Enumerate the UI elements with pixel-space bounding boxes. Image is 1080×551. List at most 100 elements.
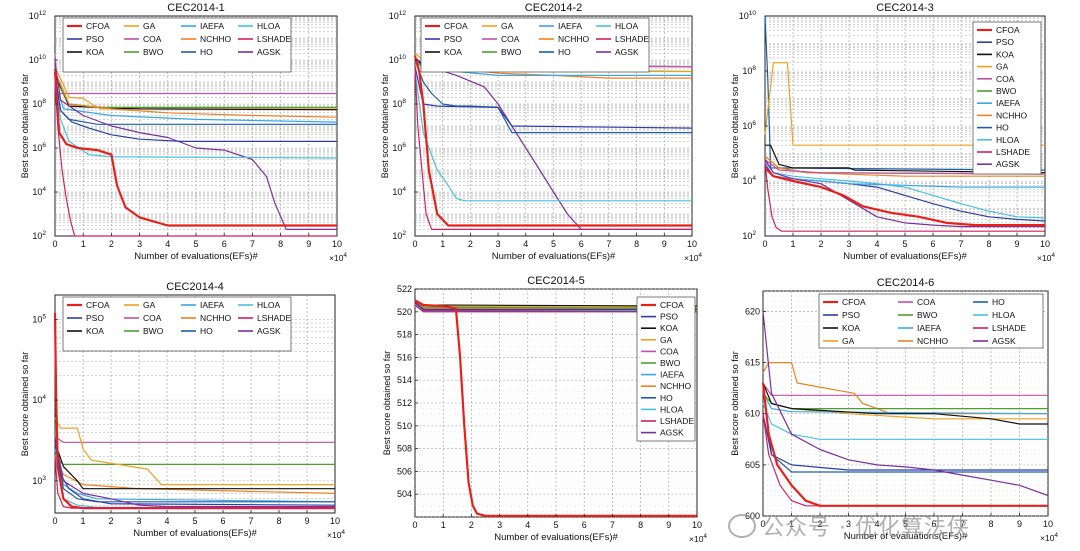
- y-tick-label: 1010: [389, 54, 407, 65]
- legend-label-nchho: NCHHO: [917, 336, 949, 346]
- legend-label-bwo: BWO: [660, 358, 681, 368]
- series-line-lshade: [764, 161, 1045, 232]
- legend: CFOA COA HO PSO BWO HLOA KOA IAEFA LSHADE GA NCHHO…: [818, 293, 1044, 349]
- legend-label-hloa: HLOA: [615, 21, 638, 31]
- y-axis-label: Best score obtained so far: [20, 74, 30, 179]
- legend-label-iaefa: IAEFA: [996, 98, 1020, 108]
- chart-cec2014-4: CEC2014-4 0 1 2 3 4 5 6 7 8 9 10 Number of evaluatio…: [20, 281, 345, 540]
- y-tick-exp: 12: [39, 10, 47, 17]
- series-line-nchho: [54, 71, 338, 118]
- x-tick-label: 9: [1014, 239, 1019, 249]
- y-tick-label: 600: [745, 511, 760, 521]
- x-tick-label: 5: [193, 239, 198, 249]
- y-tick-label: 108: [392, 98, 406, 109]
- series-line-cfoa: [414, 299, 697, 517]
- y-tick-label: 102: [32, 230, 46, 241]
- series-line-koa: [765, 144, 1046, 174]
- legend-box: [62, 17, 292, 73]
- x-tick-label: 7: [958, 239, 963, 249]
- series-group: [764, 15, 1046, 232]
- legend-label-iaefa: IAEFA: [917, 323, 941, 333]
- x-tick-label: 7: [960, 519, 965, 529]
- x-tick-label: 7: [606, 239, 611, 249]
- y-axis-label: Best score obtained so far: [730, 74, 740, 179]
- series-line-agsk: [54, 62, 337, 230]
- x-tick-label: 4: [165, 239, 170, 249]
- series-line-nchho: [764, 155, 1045, 177]
- x-tick-label: 8: [986, 239, 991, 249]
- legend-label-bwo: BWO: [143, 326, 164, 336]
- x-multiplier: ×104: [327, 529, 345, 540]
- y-axis-label: Best score obtained so far: [382, 351, 392, 456]
- y-axis-label: Best score obtained so far: [20, 352, 30, 457]
- y-tick-label: 106: [392, 142, 406, 153]
- x-tick-label: 2: [817, 519, 822, 529]
- x-tick-label: 6: [220, 516, 225, 526]
- x-tick-label: 7: [248, 516, 253, 526]
- x-tick-label: 9: [662, 239, 667, 249]
- legend-label-nchho: NCHHO: [996, 110, 1028, 120]
- legend-label-pso: PSO: [660, 312, 678, 322]
- x-tick-label: 4: [525, 520, 530, 530]
- y-tick-label: 605: [745, 460, 760, 470]
- x-axis-label: Number of evaluations(EFs)#: [133, 528, 257, 539]
- legend-box: [62, 296, 292, 352]
- legend-label-pso: PSO: [86, 34, 104, 44]
- x-tick-label: 7: [250, 239, 255, 249]
- legend-label-ga: GA: [143, 21, 156, 31]
- y-tick-label: 512: [397, 398, 412, 408]
- x-tick-label: 2: [109, 239, 114, 249]
- x-tick-label: 6: [931, 519, 936, 529]
- x-axis-label: Number of evaluations(EFs)#: [134, 251, 258, 262]
- x-tick-label: 6: [579, 239, 584, 249]
- watermark: 公众号 · 优化算法侠: [728, 510, 970, 542]
- x-tick-label: 1: [789, 519, 794, 529]
- legend-label-koa: KOA: [996, 49, 1014, 59]
- legend-label-agsk: AGSK: [996, 159, 1020, 169]
- x-tick-label: 3: [497, 520, 502, 530]
- legend-label-cfoa: CFOA: [996, 25, 1020, 35]
- legend-label-agsk: AGSK: [660, 428, 684, 438]
- y-tick-label: 510: [397, 421, 412, 431]
- y-tick-exp: 10: [39, 54, 47, 61]
- series-line-cfoa: [53, 71, 337, 227]
- y-tick-label: 108: [32, 98, 46, 109]
- legend-label-agsk: AGSK: [257, 47, 281, 57]
- y-tick-label: 1010: [739, 10, 757, 21]
- legend-label-iaefa: IAEFA: [200, 21, 224, 31]
- chart-cec2014-6: CEC2014-6 0 1 2 3 4 5 6 7 8 9 10 Number of evaluatio…: [730, 277, 1058, 543]
- y-tick-exp: 4: [42, 186, 46, 193]
- y-tick-label: 1012: [389, 10, 407, 21]
- legend-label-ga: GA: [996, 62, 1009, 72]
- legend-box: [636, 296, 696, 442]
- x-tick-label: 4: [523, 239, 528, 249]
- legend-label-koa: KOA: [842, 323, 860, 333]
- x-tick-label: 5: [192, 516, 197, 526]
- x-multiplier: ×104: [1040, 532, 1058, 543]
- legend-label-ga: GA: [501, 21, 514, 31]
- x-tick-label: 4: [164, 516, 169, 526]
- x-tick-label: 10: [330, 516, 340, 526]
- y-tick-label: 105: [32, 313, 46, 324]
- x-multiplier-exp: 4: [698, 252, 702, 259]
- x-tick-label: 2: [468, 239, 473, 249]
- x-multiplier-exp: 4: [703, 533, 707, 540]
- legend-box: [818, 293, 1044, 349]
- y-tick-exp: 5: [42, 313, 46, 320]
- x-multiplier-exp: 4: [1054, 532, 1058, 539]
- y-tick-label: 522: [397, 284, 412, 294]
- y-tick-label: 1012: [29, 10, 47, 21]
- legend-label-pso: PSO: [86, 313, 104, 323]
- y-tick-label: 108: [742, 65, 756, 76]
- x-tick-label: 1: [81, 239, 86, 249]
- y-axis-label: Best score obtained so far: [380, 74, 390, 179]
- legend-label-ho: HO: [200, 47, 213, 57]
- y-tick-exp: 8: [752, 65, 756, 72]
- y-tick-exp: 10: [749, 10, 757, 17]
- legend-label-koa: KOA: [86, 47, 104, 57]
- legend-label-hloa: HLOA: [257, 21, 280, 31]
- y-axis-label: Best score obtained so far: [730, 351, 740, 456]
- series-line-ga: [764, 62, 1045, 146]
- x-tick-label: 10: [687, 239, 697, 249]
